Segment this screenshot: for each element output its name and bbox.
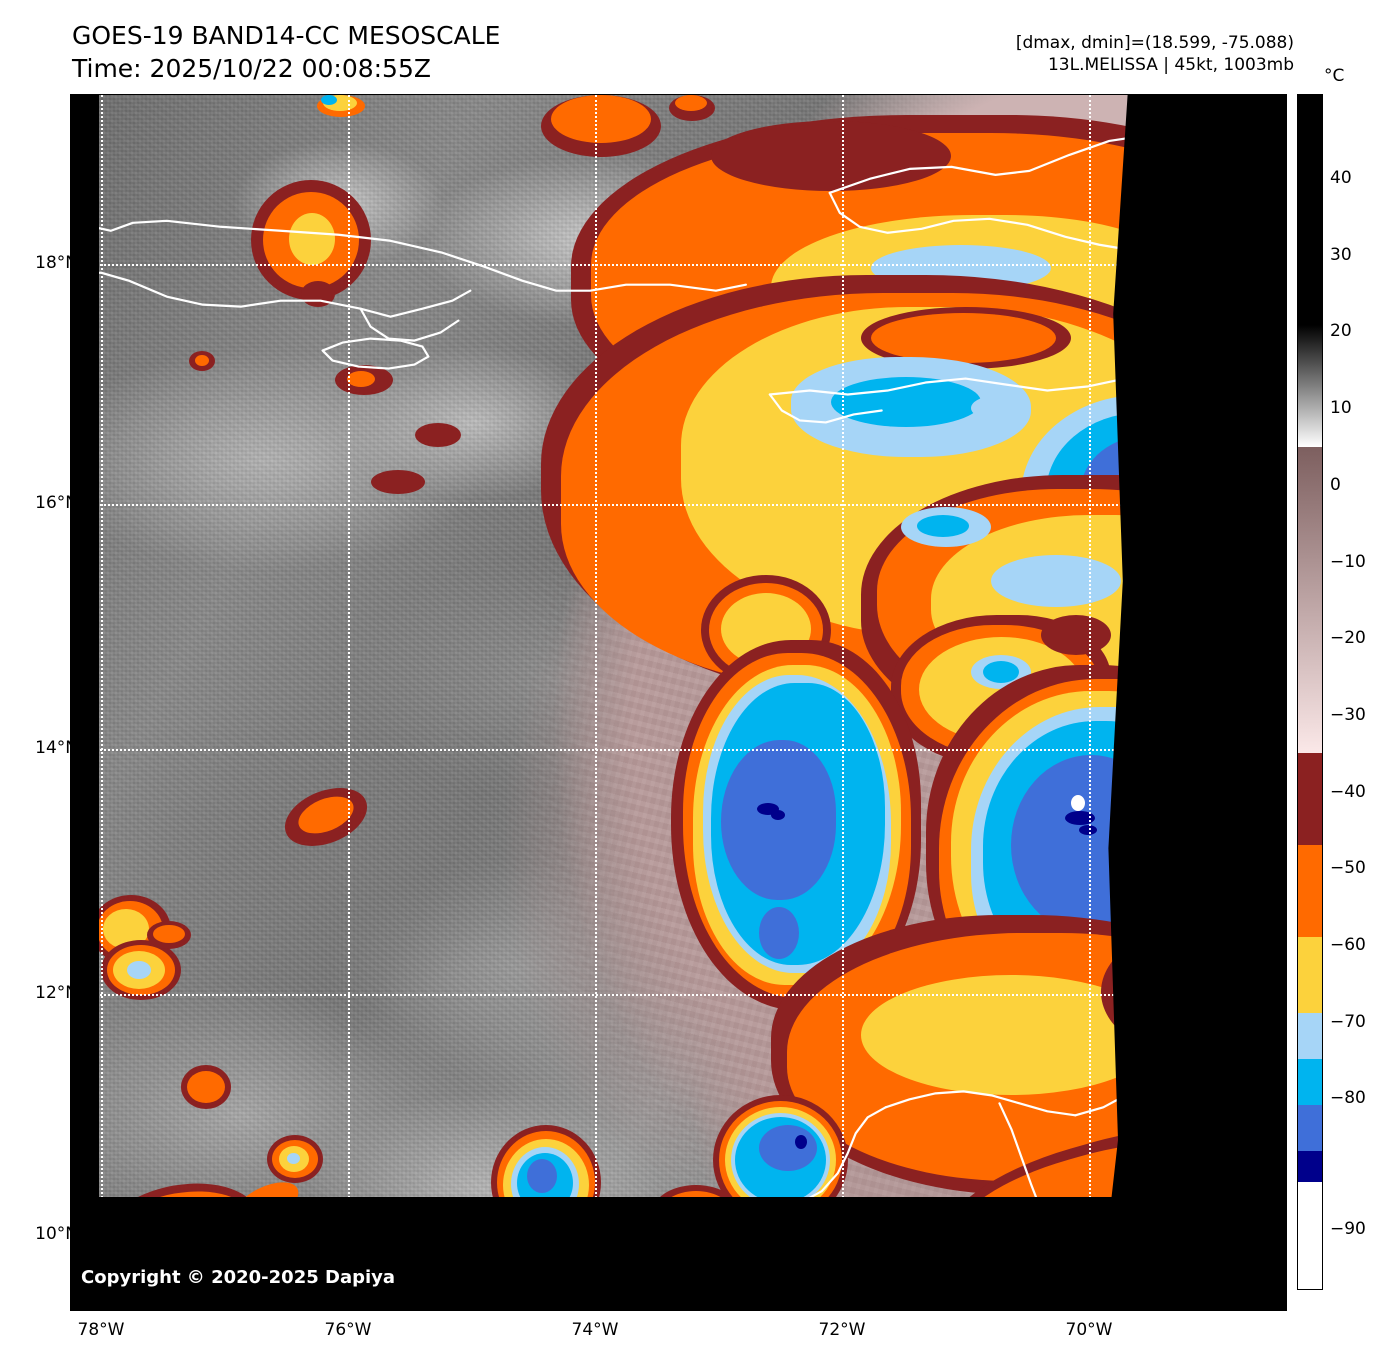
colorbar-segment-cyan — [1298, 1059, 1322, 1106]
blob-white-coldest — [1071, 795, 1085, 811]
dmax-dmin-readout: [dmax, dmin]=(18.599, -75.088) — [1015, 33, 1294, 53]
lon-tick-label: 70°W — [1065, 1320, 1113, 1340]
lon-tick-label: 78°W — [77, 1320, 125, 1340]
copyright-text: Copyright © 2020-2025 Dapiya — [81, 1267, 396, 1288]
colorbar-segment-black-warm — [1298, 95, 1322, 325]
lon-tick-label: 74°W — [571, 1320, 619, 1340]
colorbar-segment-royal-blue — [1298, 1105, 1322, 1152]
blob-orange — [551, 95, 651, 143]
blob-royal-blue — [527, 1159, 557, 1193]
gridline-lon-76 — [348, 95, 350, 1310]
blob-orange — [195, 355, 209, 366]
blob-orange — [153, 925, 185, 943]
colorbar-segment-navy — [1298, 1151, 1322, 1182]
gridline-lon-78 — [101, 95, 103, 1310]
gridline-lon-70 — [1089, 95, 1091, 1310]
blob-orange — [871, 313, 1056, 363]
colorbar-tick-label: 40 — [1330, 168, 1352, 188]
storm-readout: 13L.MELISSA | 45kt, 1003mb — [1047, 55, 1294, 76]
blob-dark-red — [415, 423, 461, 447]
gridline-lat-16 — [71, 504, 1286, 506]
left-nodata-mask — [71, 95, 99, 1310]
gridline-lon-72 — [842, 95, 844, 1310]
gridline-lon-74 — [595, 95, 597, 1310]
blob-orange — [675, 95, 707, 111]
gridline-lat-18 — [71, 264, 1286, 266]
temperature-colorbar[interactable] — [1297, 94, 1323, 1290]
lat-tick-label: 16°N — [35, 493, 78, 513]
bottom-nodata-mask — [71, 1197, 1286, 1310]
colorbar-tick-label: −20 — [1330, 628, 1366, 648]
colorbar-segment-gray-ramp — [1298, 324, 1322, 448]
satellite-image-plot[interactable]: Copyright © 2020-2025 Dapiya — [70, 94, 1287, 1311]
title-block: GOES-19 BAND14-CC MESOSCALE Time: 2025/1… — [72, 20, 500, 85]
blob-dark-red — [1041, 615, 1111, 655]
blob-orange — [187, 1071, 225, 1103]
blob-light-blue — [127, 961, 151, 979]
lon-tick-label: 72°W — [818, 1320, 866, 1340]
blob-light-blue — [287, 1153, 300, 1164]
sector-edge-mask — [1098, 95, 1286, 1310]
blob-cyan — [831, 377, 981, 427]
blob-cyan — [321, 95, 337, 105]
blob-cyan — [983, 661, 1019, 683]
colorbar-tick-label: 20 — [1330, 321, 1352, 341]
colorbar-tick-label: −60 — [1330, 935, 1366, 955]
blob-navy — [1065, 811, 1095, 825]
blob-navy — [1079, 825, 1097, 835]
colorbar-segment-orange — [1298, 845, 1322, 937]
colorbar-tick-label: −80 — [1330, 1088, 1366, 1108]
blob-navy — [795, 1135, 807, 1149]
colorbar-segment-mauve-ramp — [1298, 447, 1322, 754]
lat-tick-label: 14°N — [35, 738, 78, 758]
blob-yellow — [289, 213, 335, 265]
blob-light-blue — [991, 555, 1121, 607]
blob-orange — [347, 371, 375, 387]
colorbar-tick-label: 0 — [1330, 475, 1341, 495]
colorbar-segment-yellow — [1298, 936, 1322, 1014]
colorbar-segment-white-coldest — [1298, 1181, 1322, 1289]
colorbar-tick-label: −50 — [1330, 858, 1366, 878]
blob-dark-red — [711, 121, 951, 191]
colorbar-segment-dark-red — [1298, 753, 1322, 846]
blob-cyan — [917, 515, 969, 537]
colorbar-tick-label: 30 — [1330, 245, 1352, 265]
blob-navy — [771, 810, 785, 820]
blob-royal-blue — [721, 740, 836, 900]
colorbar-segment-light-blue — [1298, 1013, 1322, 1060]
colorbar-unit-label: °C — [1324, 66, 1345, 86]
lat-tick-label: 12°N — [35, 983, 78, 1003]
coastline-overlay — [71, 121, 1285, 1309]
gridline-lat-12 — [71, 994, 1286, 996]
gridline-lat-14 — [71, 749, 1286, 751]
blob-royal-blue — [759, 1125, 817, 1171]
metadata-block: [dmax, dmin]=(18.599, -75.088) 13L.MELIS… — [1016, 32, 1294, 76]
colorbar-tick-label: −40 — [1330, 782, 1366, 802]
blob-dark-red — [371, 470, 425, 494]
page-title: GOES-19 BAND14-CC MESOSCALE — [72, 21, 501, 50]
colorbar-tick-label: −70 — [1330, 1012, 1366, 1032]
timestamp: Time: 2025/10/22 00:08:55Z — [72, 53, 431, 83]
colorbar-tick-label: −10 — [1330, 552, 1366, 572]
lat-tick-label: 18°N — [35, 253, 78, 273]
blob-royal-blue — [759, 907, 799, 959]
colorbar-tick-label: −90 — [1330, 1219, 1366, 1239]
colorbar-tick-label: 10 — [1330, 398, 1352, 418]
colorbar-tick-label: −30 — [1330, 705, 1366, 725]
lon-tick-label: 76°W — [324, 1320, 372, 1340]
blob-light-blue — [971, 395, 1031, 421]
lat-tick-label: 10°N — [35, 1224, 78, 1244]
